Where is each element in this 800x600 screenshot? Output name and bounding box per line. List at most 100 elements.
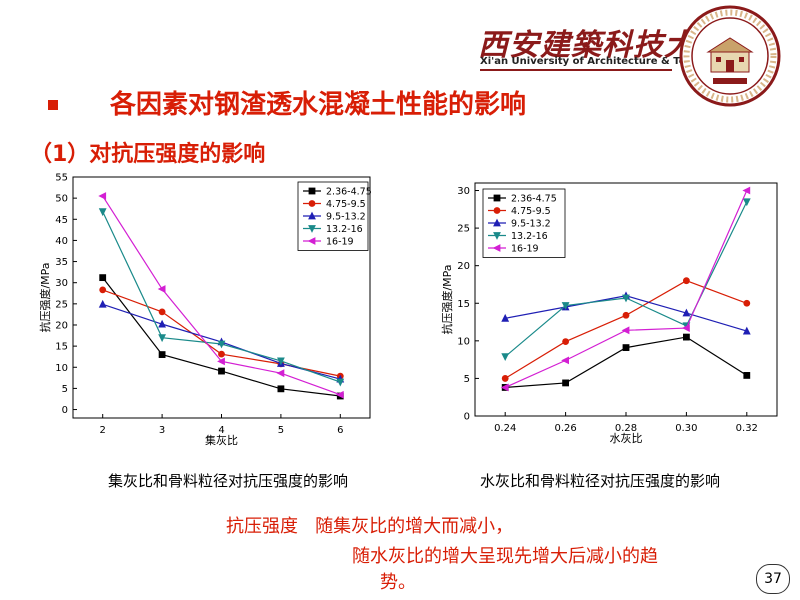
legend-marker <box>493 194 501 202</box>
legend-marker <box>308 200 316 207</box>
legend-label: 16-19 <box>326 237 354 248</box>
legend-marker <box>308 211 316 220</box>
data-point <box>158 351 166 358</box>
conclusion-line-2: 随水灰比的增大呈现先增大后减小的趋 <box>352 546 658 567</box>
data-point <box>98 192 107 200</box>
legend-marker <box>492 244 501 252</box>
legend-marker <box>493 207 501 214</box>
y-tick-label: 10 <box>457 336 470 347</box>
legend-marker <box>308 187 316 195</box>
y-axis-label: 抗压强度/MPa <box>440 264 454 334</box>
y-tick-label: 10 <box>55 363 68 374</box>
data-point <box>501 353 510 362</box>
legend-label: 2.36-4.75 <box>511 194 557 205</box>
data-point <box>622 294 630 303</box>
x-axis-label: 集灰比 <box>205 433 238 447</box>
data-point <box>157 285 166 293</box>
slide-title: 各因素对钢渣透水混凝土性能的影响 <box>110 90 527 120</box>
x-tick-label: 0.24 <box>494 423 516 434</box>
data-point <box>99 274 107 282</box>
y-tick-label: 15 <box>55 342 68 353</box>
legend-label: 4.75-9.5 <box>511 206 551 217</box>
data-point <box>500 383 509 392</box>
legend-marker <box>493 218 501 227</box>
data-point <box>742 326 751 335</box>
caption-right: 水灰比和骨料粒径对抗压强度的影响 <box>480 472 721 490</box>
legend-label: 2.36-4.75 <box>326 187 372 198</box>
y-tick-label: 25 <box>457 224 470 235</box>
data-point <box>683 333 690 341</box>
data-point <box>158 319 166 328</box>
x-tick-label: 4 <box>218 425 224 436</box>
title-bullet-icon <box>48 100 58 110</box>
data-point <box>561 302 570 310</box>
data-point <box>743 299 751 307</box>
chart-water-cement-ratio: 0 5 10 15 20 25 30 0.24 0.26 0.28 0.30 0.32 水灰比 抗压强度/… <box>430 176 782 448</box>
y-tick-label: 50 <box>55 194 68 205</box>
series-4.75-9.5 <box>501 277 751 382</box>
legend-marker <box>493 232 501 240</box>
data-point <box>336 378 345 387</box>
legend-label: 9.5-13.2 <box>511 219 551 230</box>
data-point <box>218 350 225 358</box>
y-tick-label: 5 <box>464 374 470 385</box>
data-point <box>622 344 630 352</box>
y-tick-label: 0 <box>464 412 470 423</box>
x-tick-label: 3 <box>159 425 165 436</box>
y-tick-label: 20 <box>55 320 68 331</box>
y-tick-label: 20 <box>457 261 470 272</box>
logo-underline <box>480 69 672 71</box>
data-point <box>742 198 751 207</box>
data-point <box>683 277 690 285</box>
data-point <box>622 311 630 319</box>
y-tick-label: 30 <box>457 186 470 197</box>
data-point <box>99 286 107 294</box>
slide-subtitle: （1）对抗压强度的影响 <box>30 142 266 167</box>
page-number: 37 <box>756 564 790 594</box>
legend-label: 13.2-16 <box>511 231 548 242</box>
data-point <box>561 356 569 365</box>
legend-marker <box>307 237 316 245</box>
data-point <box>158 308 166 316</box>
data-point <box>98 208 107 217</box>
data-point <box>218 367 225 375</box>
data-point <box>743 372 751 379</box>
x-axis-label: 水灰比 <box>610 431 643 445</box>
y-tick-label: 25 <box>55 299 68 310</box>
x-tick-label: 2 <box>100 425 106 436</box>
conclusion-line-1: 抗压强度 随集灰比的增大而减小， <box>226 516 514 537</box>
data-point <box>217 357 225 366</box>
university-seal-icon <box>679 5 781 107</box>
legend-label: 9.5-13.2 <box>326 212 366 223</box>
x-tick-label: 0.30 <box>675 423 697 434</box>
data-point <box>98 299 107 308</box>
y-tick-label: 45 <box>55 215 68 226</box>
x-tick-label: 5 <box>278 425 284 436</box>
y-tick-label: 30 <box>55 278 68 289</box>
y-tick-label: 5 <box>62 384 68 395</box>
data-point <box>682 324 690 332</box>
data-point <box>335 390 344 399</box>
y-tick-label: 55 <box>55 173 68 184</box>
x-tick-label: 0.28 <box>615 423 637 434</box>
y-tick-label: 35 <box>55 257 68 268</box>
series-13.2-16 <box>98 208 345 387</box>
data-point <box>501 375 509 382</box>
data-point <box>276 369 285 378</box>
conclusion-line-3: 势。 <box>380 572 416 593</box>
data-point <box>158 334 166 343</box>
data-point <box>277 385 285 393</box>
legend-label: 16-19 <box>511 244 539 255</box>
y-axis-label: 抗压强度/MPa <box>38 262 52 332</box>
caption-left: 集灰比和骨料粒径对抗压强度的影响 <box>108 472 349 490</box>
data-point <box>562 379 569 387</box>
x-tick-label: 6 <box>337 425 343 436</box>
legend-label: 4.75-9.5 <box>326 199 366 210</box>
y-tick-label: 0 <box>62 405 68 416</box>
legend-marker <box>308 225 316 233</box>
data-point <box>562 338 569 345</box>
x-tick-label: 0.32 <box>736 423 758 434</box>
data-point <box>621 326 630 335</box>
data-point <box>682 308 691 317</box>
